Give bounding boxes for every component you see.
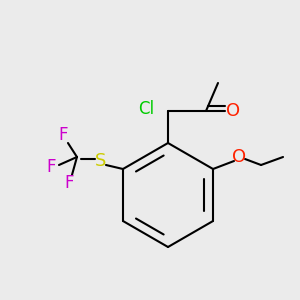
Text: O: O: [226, 102, 240, 120]
Text: S: S: [95, 152, 107, 170]
Text: Cl: Cl: [138, 100, 154, 118]
Text: F: F: [46, 158, 56, 176]
Text: F: F: [64, 174, 74, 192]
Text: F: F: [58, 126, 68, 144]
Text: O: O: [232, 148, 246, 166]
